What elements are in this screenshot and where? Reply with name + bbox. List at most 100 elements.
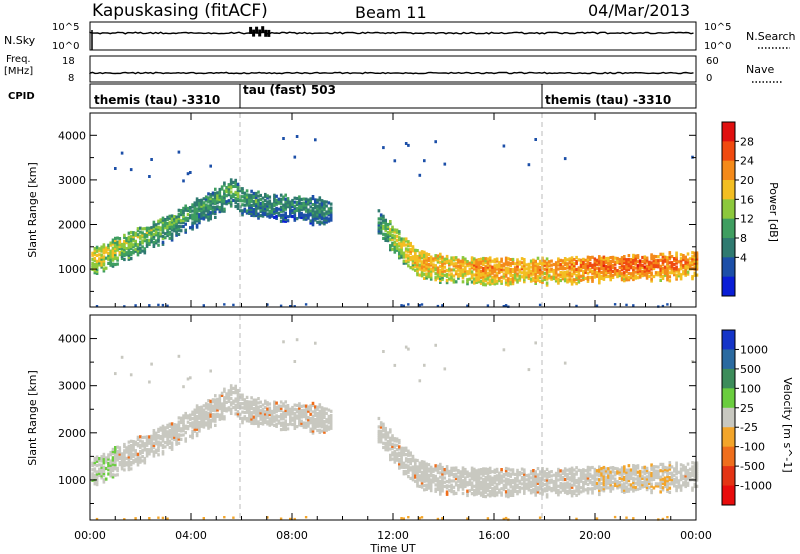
velocity-cell xyxy=(377,435,381,440)
velocity-cell xyxy=(634,468,637,473)
power-cell xyxy=(448,273,451,277)
power-cell xyxy=(414,258,417,262)
velocity-cell xyxy=(548,487,551,491)
power-cell xyxy=(400,243,403,247)
power-cell xyxy=(420,250,424,254)
power-cell xyxy=(148,232,151,236)
power-cell xyxy=(518,278,522,282)
velocity-cell xyxy=(693,482,697,486)
velocity-cell xyxy=(623,486,626,490)
velocity-cell xyxy=(466,470,469,474)
power-cell xyxy=(477,264,481,268)
velocity-cell xyxy=(268,406,272,410)
power-cell xyxy=(425,266,428,270)
power-cell xyxy=(416,273,419,277)
velocity-cell xyxy=(563,471,567,475)
velocity-cell xyxy=(582,470,585,474)
velocity-cell xyxy=(468,474,472,478)
power-cell xyxy=(282,219,285,223)
velocity-cell xyxy=(623,490,626,494)
velocity-cell xyxy=(404,469,408,474)
power-cell xyxy=(429,273,433,277)
velocity-cell xyxy=(102,459,106,463)
velocity-cell xyxy=(266,401,269,405)
velocity-cell xyxy=(314,341,317,345)
velocity-cell xyxy=(464,484,467,488)
power-cell xyxy=(179,229,183,233)
velocity-cell xyxy=(398,451,401,455)
velocity-cell xyxy=(395,456,399,460)
velocity-cell xyxy=(123,464,126,468)
velocity-cell xyxy=(432,478,435,482)
velocity-cell xyxy=(684,470,687,474)
velocity-cell xyxy=(234,384,237,388)
velocity-cell xyxy=(161,516,165,520)
power-cell xyxy=(279,199,283,203)
velocity-cell xyxy=(175,427,178,431)
velocity-cell xyxy=(679,486,683,490)
power-cell xyxy=(666,266,669,270)
power-cell xyxy=(563,263,567,267)
power-cell xyxy=(543,263,547,267)
velocity-cell xyxy=(150,447,153,451)
velocity-cell xyxy=(398,441,401,445)
velocity-cell xyxy=(502,348,506,352)
power-cell xyxy=(152,236,156,240)
velocity-cell xyxy=(309,412,312,416)
power-cell xyxy=(100,257,103,261)
velocity-cell xyxy=(536,488,540,492)
power-cell xyxy=(241,203,244,207)
power-cell xyxy=(402,243,406,247)
velocity-cell xyxy=(211,404,215,408)
power-cell xyxy=(182,208,185,212)
power-cell xyxy=(111,238,115,242)
power-cell xyxy=(164,220,167,224)
velocity-cell xyxy=(118,452,122,456)
power-cell xyxy=(414,260,417,264)
y-tick-label: 3000 xyxy=(58,174,86,187)
velocity-cell xyxy=(561,478,565,482)
power-cell xyxy=(529,271,533,275)
power-cell xyxy=(193,203,197,207)
velocity-cell xyxy=(207,420,210,424)
power-cell xyxy=(318,196,322,200)
velocity-cell xyxy=(268,417,272,421)
power-cell xyxy=(613,272,617,276)
velocity-cell xyxy=(554,471,558,475)
velocity-cell xyxy=(523,476,526,481)
power-cell xyxy=(427,265,431,269)
velocity-cell xyxy=(416,475,419,480)
power-cell xyxy=(643,269,647,273)
power-cell xyxy=(304,201,308,205)
velocity-cell xyxy=(277,408,281,412)
velocity-cell xyxy=(452,492,456,496)
power-cell xyxy=(693,259,697,263)
velocity-cell xyxy=(477,481,481,485)
power-cell xyxy=(563,261,567,265)
velocity-cell xyxy=(607,482,610,486)
power-cell xyxy=(493,274,497,278)
velocity-cell xyxy=(114,448,117,452)
velocity-cell xyxy=(682,468,685,472)
power-cell xyxy=(673,259,676,263)
velocity-cell xyxy=(563,361,567,365)
velocity-cell xyxy=(382,433,385,437)
power-cell xyxy=(148,238,151,242)
power-cell xyxy=(532,270,535,274)
power-cell xyxy=(100,261,103,265)
velocity-cell xyxy=(607,479,610,484)
power-cell xyxy=(532,258,535,262)
power-cell xyxy=(436,256,440,260)
velocity-cell xyxy=(482,482,485,486)
power-cell xyxy=(673,271,676,275)
power-cell xyxy=(300,201,303,205)
power-cell xyxy=(300,215,303,220)
power-cell xyxy=(311,217,315,221)
velocity-cell xyxy=(295,338,299,342)
velocity-cell xyxy=(495,493,499,497)
velocity-cell xyxy=(95,480,99,485)
velocity-cell xyxy=(200,420,203,424)
power-cell xyxy=(525,267,528,271)
power-cell xyxy=(495,265,499,269)
velocity-cell xyxy=(477,489,481,493)
